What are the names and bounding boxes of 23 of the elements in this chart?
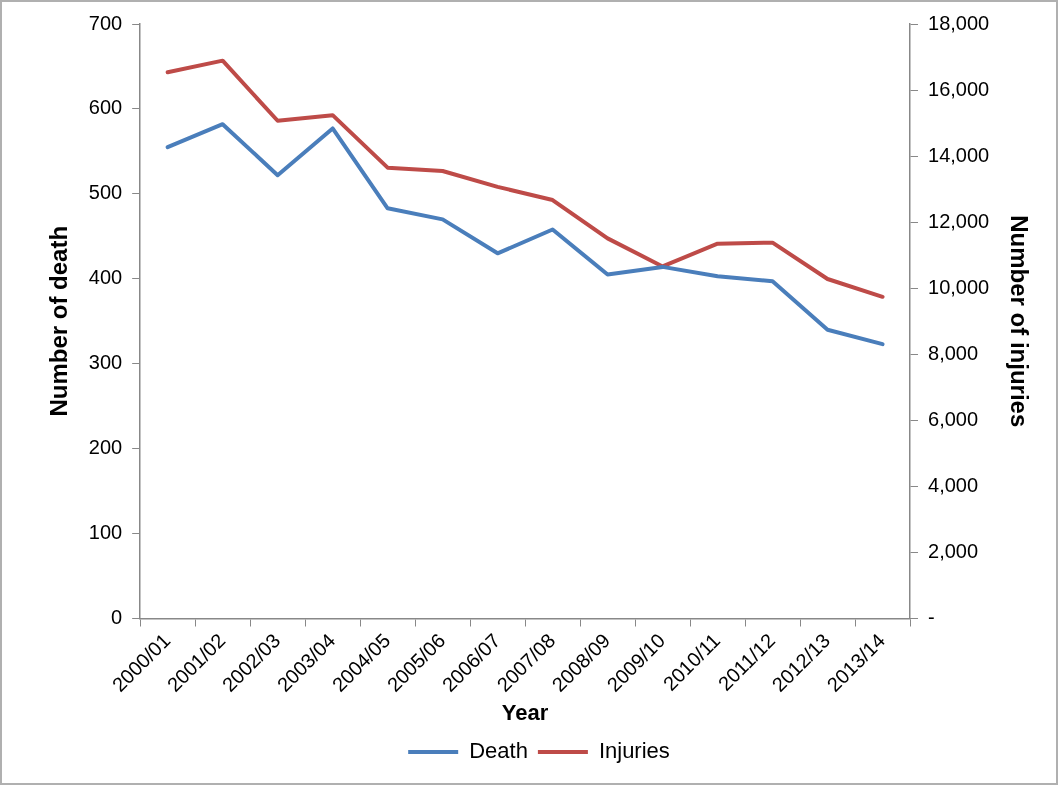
y2-tick-label: 2,000 <box>928 539 979 562</box>
y2-tick-label: 8,000 <box>928 341 979 364</box>
y-tick-label: 600 <box>88 96 123 119</box>
y-tick-label: 300 <box>88 351 123 374</box>
y-tick-label: 500 <box>88 181 123 204</box>
y-tick-label: 200 <box>88 436 123 459</box>
y-tick-label: 0 <box>111 606 123 629</box>
y-tick-label: 100 <box>88 521 123 544</box>
y2-tick-label: 4,000 <box>928 473 979 496</box>
y2-tick-label: - <box>928 606 935 629</box>
y-tick-label: 400 <box>88 266 123 289</box>
y2-tick-label: 16,000 <box>928 77 990 100</box>
legend-label: Death <box>469 738 528 764</box>
y2-tick-label: 6,000 <box>928 407 979 430</box>
y2-tick-label: 12,000 <box>928 209 990 232</box>
y2-tick-label: 10,000 <box>928 275 990 298</box>
legend-label: Injuries <box>598 738 670 764</box>
y2-tick-label: 14,000 <box>928 143 990 166</box>
y-axis-title: Number of death <box>45 225 73 417</box>
x-axis-title: Year <box>501 699 549 725</box>
y-tick-label: 700 <box>88 11 123 34</box>
y2-axis-title: Number of injuries <box>1005 215 1033 428</box>
y2-tick-label: 18,000 <box>928 11 990 34</box>
